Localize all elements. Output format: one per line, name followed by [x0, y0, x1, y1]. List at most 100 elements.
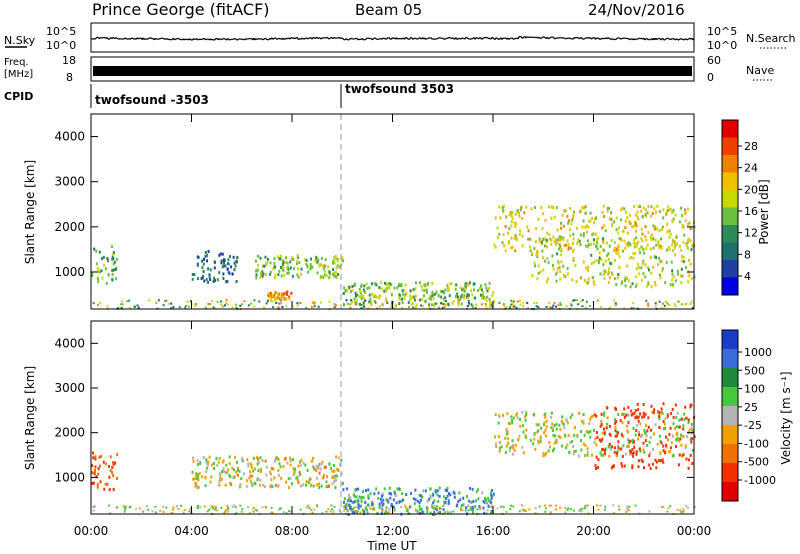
- noise-segment: [255, 38, 258, 40]
- data-cell: [569, 508, 572, 511]
- data-cell: [600, 412, 603, 416]
- data-cell: [431, 291, 434, 295]
- data-cell: [487, 505, 490, 508]
- data-cell: [446, 486, 449, 490]
- data-cell: [490, 489, 493, 492]
- data-cell: [199, 461, 202, 465]
- data-cell: [331, 476, 334, 480]
- data-cell: [472, 288, 475, 292]
- data-cell: [642, 272, 645, 276]
- data-cell: [369, 297, 372, 301]
- data-cell: [670, 210, 673, 214]
- data-cell: [615, 434, 618, 438]
- data-cell: [214, 505, 217, 508]
- noise-segment: [563, 37, 566, 40]
- data-cell: [208, 302, 211, 305]
- data-cell: [216, 300, 219, 303]
- data-cell: [560, 260, 563, 264]
- data-cell: [335, 478, 337, 482]
- data-cell: [537, 271, 540, 275]
- data-cell: [289, 260, 292, 264]
- beam-title: Beam 05: [355, 1, 422, 19]
- data-cell: [682, 240, 685, 244]
- data-cell: [534, 507, 537, 510]
- data-cell: [409, 504, 412, 507]
- data-cell: [604, 229, 607, 233]
- data-cell: [213, 279, 216, 282]
- data-cell: [550, 216, 553, 220]
- data-cell: [310, 484, 313, 488]
- data-cell: [196, 507, 199, 510]
- data-cell: [99, 270, 101, 274]
- data-cell: [689, 437, 692, 441]
- colorbar-swatch: [722, 425, 738, 445]
- data-cell: [556, 238, 559, 241]
- noise-segment: [501, 37, 504, 40]
- data-cell: [227, 506, 230, 509]
- data-cell: [205, 460, 208, 464]
- data-cell: [595, 259, 598, 263]
- data-cell: [209, 268, 212, 272]
- data-cell: [519, 303, 522, 306]
- data-cell: [247, 462, 250, 466]
- data-cell: [397, 487, 400, 491]
- velocity-data: [91, 402, 696, 516]
- data-cell: [617, 248, 620, 252]
- data-cell: [555, 422, 558, 426]
- noise-segment: [686, 38, 689, 41]
- data-cell: [550, 242, 553, 246]
- data-cell: [93, 472, 96, 476]
- data-cell: [479, 508, 481, 511]
- data-cell: [564, 243, 567, 247]
- data-cell: [305, 480, 308, 483]
- data-cell: [608, 244, 611, 248]
- data-cell: [615, 251, 618, 255]
- data-cell: [307, 270, 310, 274]
- data-cell: [311, 301, 314, 304]
- noise-segment: [660, 38, 663, 41]
- data-cell: [447, 288, 450, 292]
- data-cell: [188, 305, 190, 308]
- data-cell: [630, 409, 633, 413]
- data-cell: [642, 403, 645, 406]
- data-cell: [446, 289, 449, 293]
- data-cell: [353, 494, 356, 498]
- data-cell: [684, 212, 686, 216]
- data-cell: [621, 206, 624, 210]
- data-cell: [675, 416, 678, 419]
- data-cell: [398, 302, 401, 306]
- data-cell: [176, 505, 178, 508]
- power-data: [91, 204, 696, 311]
- data-cell: [443, 511, 446, 514]
- data-cell: [372, 506, 375, 509]
- data-cell: [674, 427, 677, 430]
- data-cell: [208, 455, 211, 459]
- data-cell: [657, 263, 660, 267]
- noise-segment: [493, 38, 496, 41]
- data-cell: [581, 225, 584, 229]
- data-cell: [231, 466, 234, 470]
- data-cell: [608, 424, 611, 428]
- data-cell: [276, 296, 279, 300]
- data-cell: [616, 252, 619, 256]
- data-cell: [570, 304, 573, 307]
- data-cell: [423, 283, 426, 287]
- data-cell: [291, 274, 294, 278]
- data-cell: [674, 305, 677, 308]
- data-cell: [689, 405, 692, 409]
- data-cell: [691, 462, 694, 465]
- data-cell: [255, 276, 258, 280]
- data-cell: [502, 303, 505, 306]
- data-cell: [655, 460, 658, 464]
- data-cell: [645, 299, 648, 302]
- data-cell: [604, 259, 607, 263]
- data-cell: [628, 213, 631, 217]
- data-cell: [653, 408, 656, 412]
- data-cell: [165, 506, 168, 509]
- data-cell: [641, 215, 644, 218]
- data-cell: [634, 284, 637, 288]
- data-cell: [578, 509, 581, 512]
- data-cell: [330, 466, 333, 470]
- data-cell: [661, 267, 664, 271]
- data-cell: [348, 285, 351, 289]
